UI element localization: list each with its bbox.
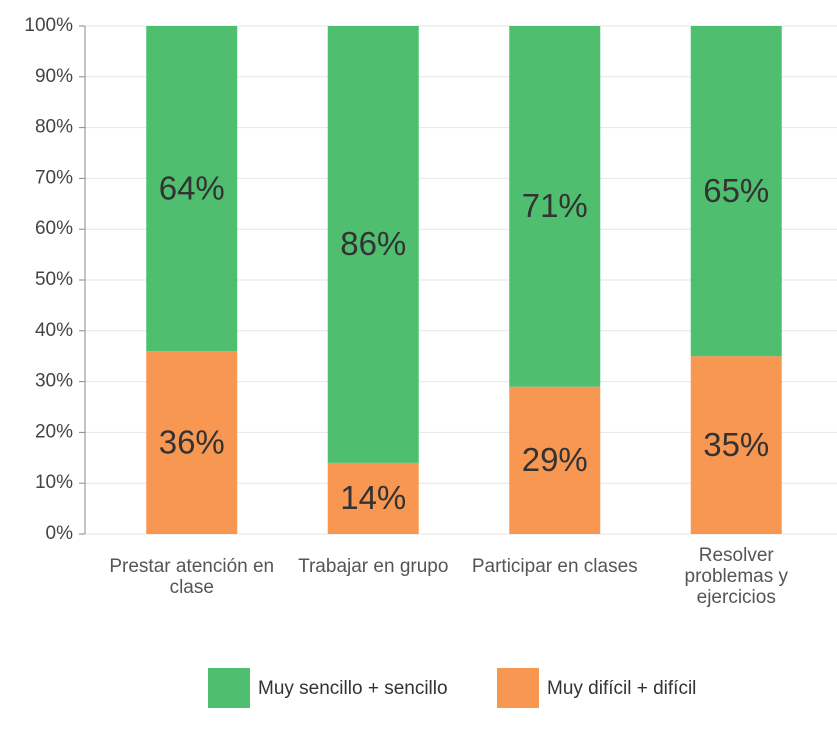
data-label: 65%: [703, 172, 769, 209]
y-tick-label: 40%: [35, 320, 73, 341]
y-tick-label: 100%: [24, 15, 73, 36]
x-tick-label: Prestar atención en clase: [109, 556, 275, 598]
bar-segment: [146, 351, 238, 534]
y-tick-label: 0%: [46, 523, 74, 544]
bar-segment: [690, 356, 782, 534]
x-tick-label: Participar en clases: [471, 556, 638, 577]
data-label: 64%: [159, 169, 225, 206]
legend-swatch: [497, 668, 539, 708]
y-tick-label: 10%: [35, 472, 73, 493]
data-label: 14%: [340, 479, 406, 516]
bar-segment: [690, 26, 782, 357]
bar-segment: [327, 462, 419, 534]
y-tick-label: 60%: [35, 218, 73, 239]
y-tick-label: 80%: [35, 117, 73, 138]
data-label: 71%: [522, 187, 588, 224]
bar-segment: [509, 386, 601, 534]
legend-label: Muy sencillo + sencillo: [258, 678, 448, 699]
bar-segment: [509, 26, 601, 387]
y-tick-label: 20%: [35, 421, 73, 442]
data-label: 35%: [703, 426, 769, 463]
data-label: 29%: [522, 441, 588, 478]
y-tick-label: 50%: [35, 269, 73, 290]
bar-segment: [327, 26, 419, 463]
y-tick-label: 30%: [35, 371, 73, 392]
y-tick-label: 70%: [35, 167, 73, 188]
data-label: 86%: [340, 225, 406, 262]
x-tick-label: Trabajar en grupo: [298, 556, 449, 577]
y-tick-label: 90%: [35, 66, 73, 87]
legend-label: Muy difícil + difícil: [547, 678, 696, 699]
data-label: 36%: [159, 423, 225, 460]
x-tick-label: Resolver problemas y ejercicios: [684, 545, 789, 608]
bar-segment: [146, 26, 238, 352]
legend-swatch: [208, 668, 250, 708]
